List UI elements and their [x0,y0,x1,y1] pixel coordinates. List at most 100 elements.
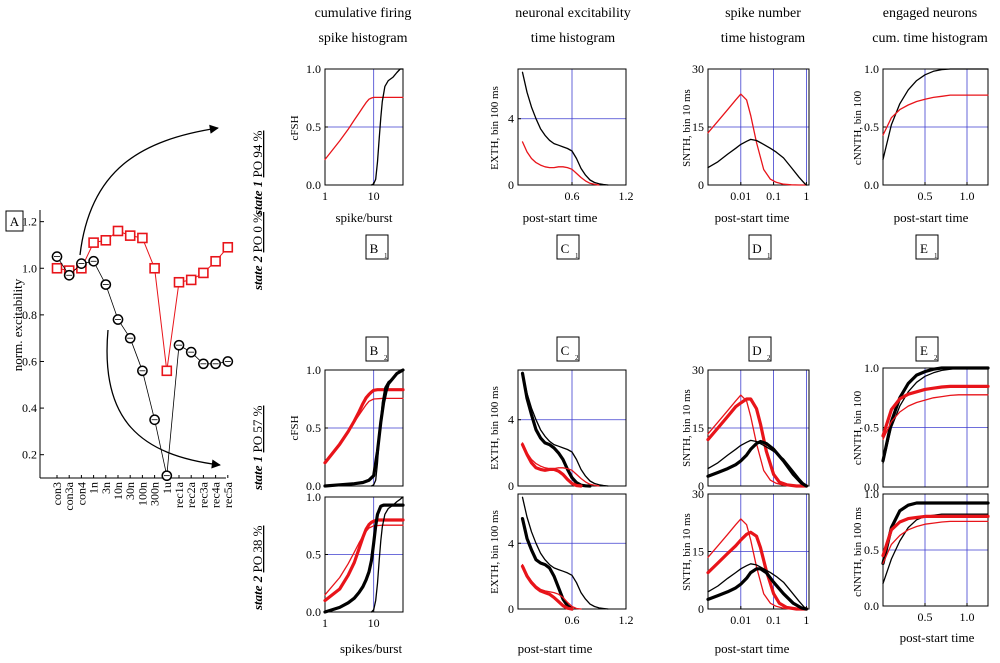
D3-xtick-label-0: 0.01 [730,613,751,627]
A-red-square-5 [112,225,124,237]
svg-text:D: D [752,241,761,256]
D3-series-red-thick [706,530,809,611]
col-title-4-line2: cum. time histogram [872,31,988,46]
D2-series-red-thick [706,397,809,488]
svg-text:1: 1 [767,252,771,260]
E1-series-red [882,94,989,136]
D2-ylabel: SNTH, bin 10 ms [681,389,693,467]
D3-xtick-label-2: 1 [803,613,809,627]
D2-series-black-thick [706,439,809,488]
E3-series-red-thin [882,520,989,565]
panel-label-E2: E 2 [915,336,939,362]
panel-B2: 0.0 0.5 1.0 [306,363,405,493]
D1-ytick-label-1: 15 [692,120,704,134]
C2-ytick-label-0: 0 [508,479,514,493]
panel-E2: 0.0 0.5 1.0 [864,361,990,494]
C2-series-black-thin [521,372,609,487]
D1-ylabel: SNTH, bin 10 ms [681,89,693,167]
arrow-to-state-top [79,124,219,256]
E2-ytick-label-2: 1.0 [864,361,879,375]
E3-ytick-label-0: 0.0 [864,599,879,613]
panel-B3: 0.0 0.5 1.0 1 10 [306,490,405,630]
B1-xtick-label-0: 1 [322,189,328,203]
svg-text:1: 1 [575,252,579,260]
B2-series-red-thick [323,388,405,465]
C1-series-red [521,141,600,186]
A-xtick-label-7: 100n [135,482,149,506]
A-red-square-9 [161,365,173,377]
C2-ytick-label-1: 4 [508,413,514,427]
B1-ytick-label-0: 0.0 [306,178,321,192]
panel-label-D2: D 2 [748,336,772,362]
panel-A-chart: 0.20.40.60.81.01.2con3con3acon41n3n10n30… [22,210,235,511]
E2-series-red-thin [882,394,989,441]
A-red-square-3 [88,237,99,248]
panel-label-C1: C 1 [556,234,580,260]
panel-label-B1: B 1 [365,234,389,260]
E2-series-red-thick [881,384,990,438]
panel-label-B2: B 2 [365,336,389,362]
C2-series-red-thick [520,443,583,488]
B2-ytick-label-0: 0.0 [306,479,321,493]
E1-xtick-label-0: 0.5 [918,189,933,203]
B1-series-red [324,96,404,161]
svg-text:2: 2 [575,354,579,362]
svg-text:2: 2 [767,354,771,362]
A-red-square-4 [100,234,112,246]
C3-ytick-label-1: 4 [508,536,514,550]
B2-series-black-thin [370,369,404,487]
A-red-square-14 [222,241,234,253]
A-red-square-10 [173,276,185,288]
B3-series-black-thin [370,496,404,613]
A-red-square-12 [198,267,209,279]
A-ytick-label-1: 0.4 [22,401,37,415]
panel-A-ylabel: norm. excitability [10,278,25,371]
E3-ylabel: cNNTH, bin 100 ms [852,507,864,597]
B3-xlabel: spikes/burst [340,641,403,656]
B1-series-black [370,68,404,186]
A-ytick-label-0: 0.2 [22,448,37,462]
C1-ytick-label-0: 0 [508,178,514,192]
E1-ytick-label-2: 1.0 [864,62,879,76]
row3-po: PO 57 % [250,405,265,452]
C3-series-black-thick [520,516,574,611]
C3-series-black-thin [521,496,609,610]
E3-xlabel: post-start time [900,630,975,645]
B2-ytick-label-2: 1.0 [306,363,321,377]
E1-series-black [882,68,989,161]
D1-xlabel: post-start time [715,210,790,225]
E1-ytick-label-1: 0.5 [864,120,879,134]
D3-ytick-label-2: 30 [692,487,704,501]
svg-text:2: 2 [934,354,938,362]
panel-B1: 0.0 0.5 1.0 1 10 [306,62,404,203]
B3-ytick-label-2: 1.0 [306,490,321,504]
E2-series-black-thin [882,367,989,464]
D3-xlabel: post-start time [715,641,790,656]
D3-ytick-label-0: 0 [698,602,704,616]
row2-state: state 2 [250,255,265,291]
C3-ytick-label-0: 0 [508,602,514,616]
E3-ytick-label-2: 1.0 [864,487,879,501]
D1-xtick-label-2: 1 [803,189,809,203]
panel-E1: 0.0 0.5 1.0 0.5 1.0 [864,62,989,203]
D1-series-black [707,138,808,186]
B2-series-red-thin [324,397,404,464]
A-xtick-label-2: con4 [74,482,88,505]
panel-D1: 0 15 30 0.01 0.1 1 [692,62,810,203]
A-xtick-label-1: con3a [62,481,76,510]
B1-ylabel: cFSH [289,115,301,140]
C3-xlabel: post-start time [518,641,593,656]
panel-label-C2: C 2 [556,336,580,362]
B3-series-black-thick [323,503,405,614]
C1-series-black [521,71,609,186]
panel-label-A: A [10,214,20,229]
A-red-square-8 [149,262,160,274]
B3-series-red-thick [323,518,405,603]
E2-ytick-label-1: 0.5 [864,421,879,435]
D2-ytick-label-1: 15 [692,421,704,435]
row-label-state1-po94: state 1 PO 94 % [250,130,265,216]
A-red-square-0 [51,262,63,274]
panel-label-E1: E 1 [915,234,939,260]
D1-xtick-label-0: 0.01 [730,189,751,203]
E2-series-black-thick [881,366,990,463]
